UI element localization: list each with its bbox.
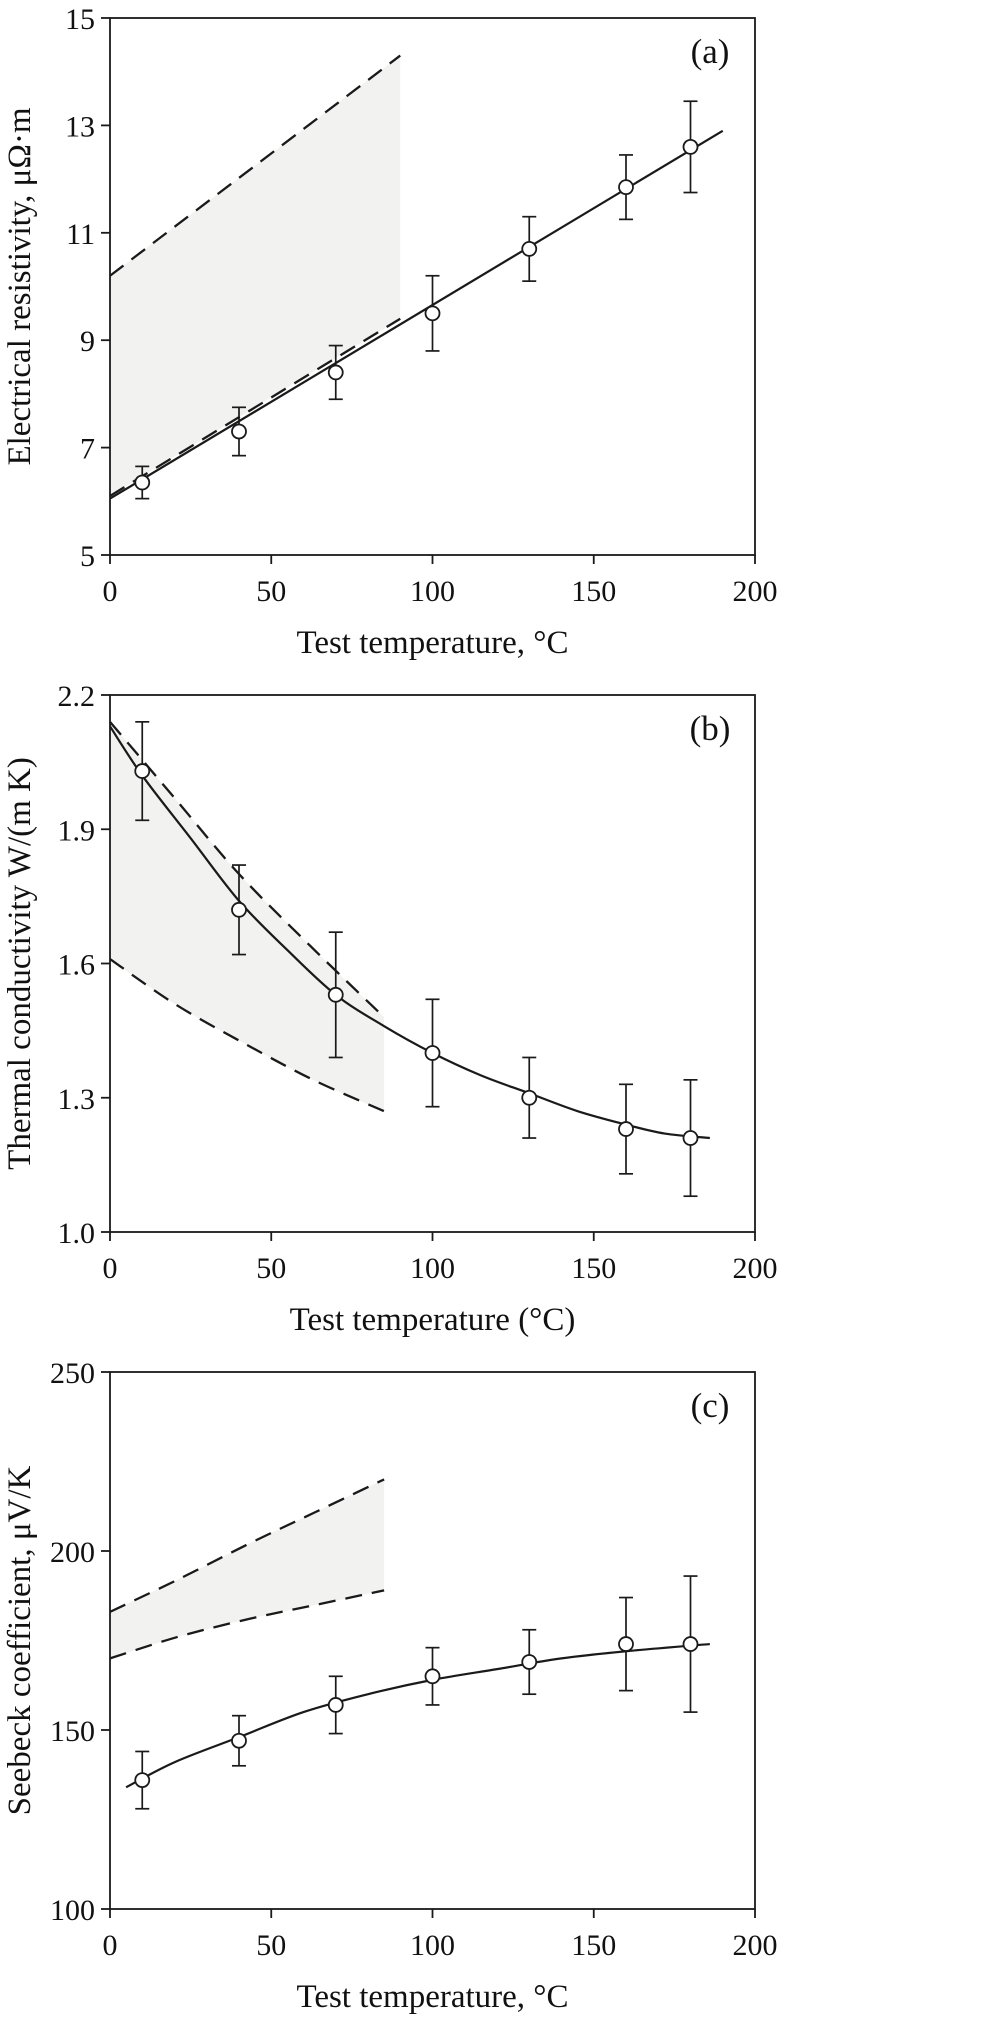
y-tick-label: 150 [50,1715,95,1748]
y-axis-title: Electrical resistivity, μΩ·m [2,107,38,465]
confidence-band [110,55,401,496]
band-upper-dashed-line [109,54,401,277]
data-point-marker [618,1121,634,1137]
plot-frame [109,1371,756,1910]
chart-b-canvas: 0 50 100 150 200 1.0 1.3 1.6 1.9 2.2 Test temperat… [2,680,778,1338]
data-point-marker [424,1668,441,1685]
x-axis-title: Test temperature, °C [296,625,568,661]
y-tick-label: 5 [80,540,95,573]
y-tick-label: 2.2 [58,680,96,713]
panel-letter-label: (b) [690,709,731,748]
x-axis-title: Test temperature (°C) [290,1302,576,1338]
data-point-marker [134,763,151,779]
x-tick-label: 100 [410,1929,455,1962]
x-tick-label: 150 [571,1252,616,1285]
x-tick-label: 0 [103,1929,118,1962]
data-point-marker [231,423,247,440]
x-tick-label: 200 [733,1252,778,1285]
x-axis-title: Test temperature, °C [296,1979,568,2015]
chart-c-canvas: 0 50 100 150 200 100 150 200 250 Test temperature… [2,1357,778,2015]
data-point-marker [521,241,538,257]
confidence-band [110,721,385,1112]
data-point-marker [424,1045,441,1061]
y-tick-label: 11 [66,218,95,251]
y-tick-label: 100 [50,1894,95,1927]
data-point-marker [134,474,151,491]
x-tick-label: 50 [256,1252,286,1285]
panel-b: 0 50 100 150 200 1.0 1.3 1.6 1.9 2.2 Test temperat… [0,677,1000,1354]
y-tick-label: 15 [65,3,95,36]
x-tick-label: 150 [571,1929,616,1962]
panel-a: 0 50 100 150 200 5 7 9 11 13 15 Test temperature, °… [0,0,1000,677]
data-point-marker [134,1772,151,1789]
y-tick-label: 250 [50,1357,95,1390]
panel-letter-label: (c) [691,1386,730,1425]
data-point-marker [521,1089,538,1106]
y-tick-label: 1.9 [58,814,96,847]
chart-a-canvas: 0 50 100 150 200 5 7 9 11 13 15 Test temperature, °… [2,3,778,661]
y-tick-label: 200 [50,1536,95,1569]
panel-letter-label: (a) [691,32,730,71]
fit-line [125,1642,710,1789]
confidence-band [110,1479,385,1659]
data-point-marker [327,1697,344,1713]
x-tick-label: 100 [410,575,455,608]
data-point-marker [682,1636,699,1652]
data-point-marker [327,364,344,381]
x-tick-label: 150 [571,575,616,608]
band-lower-dashed-line [109,958,385,1113]
x-tick-label: 200 [733,575,778,608]
data-point-marker [618,1636,634,1652]
data-point-marker [327,986,344,1003]
x-tick-label: 0 [103,575,118,608]
y-tick-label: 1.0 [58,1217,96,1250]
x-tick-label: 100 [410,1252,455,1285]
data-point-marker [521,1654,538,1670]
x-tick-label: 50 [256,1929,286,1962]
x-tick-label: 0 [103,1252,118,1285]
y-tick-label: 7 [80,433,95,466]
y-tick-label: 1.3 [58,1083,96,1116]
data-point-marker [618,179,634,196]
fit-line [109,725,710,1140]
y-tick-label: 9 [80,325,95,358]
data-point-marker [424,305,441,322]
band-lower-dashed-line [109,1589,385,1660]
data-point-marker [231,901,247,918]
y-tick-label: 1.6 [58,949,96,982]
y-axis-title: Thermal conductivity W/(m K) [2,757,38,1170]
data-point-marker [231,1732,247,1749]
data-point-marker [682,1130,699,1146]
y-axis-title: Seebeck coefficient, μV/K [2,1465,38,1815]
x-tick-label: 200 [733,1929,778,1962]
panel-c: 0 50 100 150 200 100 150 200 250 Test temperature… [0,1354,1000,2031]
band-upper-dashed-line [109,1478,385,1613]
y-tick-label: 13 [65,110,95,143]
x-tick-label: 50 [256,575,286,608]
data-point-marker [682,138,699,155]
